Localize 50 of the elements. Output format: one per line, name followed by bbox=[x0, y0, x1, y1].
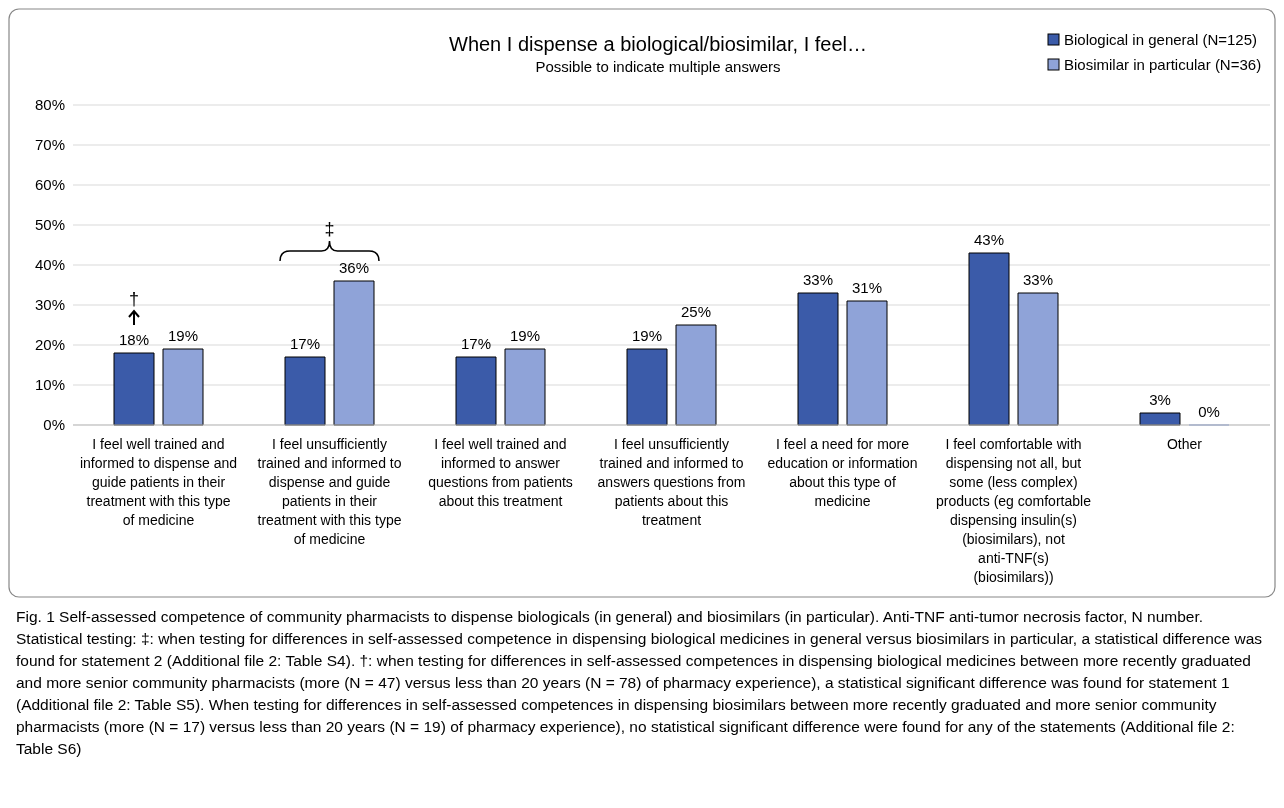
x-tick-label: I feel a need for more education or information about this type of medicine bbox=[767, 436, 918, 509]
annotation: † bbox=[128, 289, 140, 309]
data-label: 31% bbox=[851, 279, 883, 296]
bar bbox=[846, 300, 888, 426]
bar bbox=[1139, 412, 1181, 426]
legend-label: Biological in general (N=125) bbox=[1064, 31, 1258, 48]
y-tick-label: 60% bbox=[34, 176, 65, 193]
annotation: ‡ bbox=[324, 219, 335, 239]
x-tick-label: I feel unsufficiently trained and informed to answers questions from patients about this treatment bbox=[597, 436, 746, 528]
data-label: 17% bbox=[460, 335, 492, 352]
y-tick-label: 40% bbox=[34, 256, 65, 273]
data-label: 36% bbox=[338, 259, 370, 276]
caption: Fig. 1 Self-assessed competence of community pharmacists to dispense biologicals (in general) and biosimilars (in particular). Anti-TNF anti-tumor necrosis factor, N number. Statistical testing: ‡: when testing for differences in self-assessed competence in dispensing biological medicines in general versus biosimilars in particular, a statistical difference was found for statement 2 (Additional file 2: Table S4). †: when testing for differences in self-assessed competences in dispensing biological medicines between more recently graduated and more senior community pharmacists (more (N = 47) versus less than 20 years (N = 78) of pharmacy experience), a statistical significant difference was found for statement 1 (Additional file 2: Table S5). When testing for differences in self-assessed competences in dispensing biosimilars between more recently graduated and more senior community pharmacists (more (N = 17) versus less than 20 years (N = 19) of pharmacy experience), no statistical significant difference were found for any of the statements (Additional file 2: Table S6) bbox=[16, 607, 1264, 759]
y-tick-label: 80% bbox=[34, 96, 65, 113]
data-label: 19% bbox=[631, 327, 663, 344]
bar bbox=[797, 292, 839, 426]
data-label: 17% bbox=[289, 335, 321, 352]
chart-title: When I dispense a biological/biosimilar, I feel… bbox=[449, 33, 867, 55]
bar bbox=[455, 356, 497, 426]
bar bbox=[284, 356, 326, 426]
bar bbox=[675, 324, 717, 426]
bar bbox=[333, 280, 375, 426]
y-tick-label: 30% bbox=[34, 296, 65, 313]
y-tick-label: 10% bbox=[34, 376, 65, 393]
legend-label: Biosimilar in particular (N=36) bbox=[1064, 56, 1262, 73]
data-label: 18% bbox=[118, 331, 150, 348]
x-tick-label: I feel well trained and informed to answer questions from patients about this treatment bbox=[428, 436, 573, 509]
bar bbox=[1017, 292, 1059, 426]
y-tick-label: 20% bbox=[34, 336, 65, 353]
x-tick-label: I feel well trained and informed to dispense and guide patients in their treatment with this type of medicine bbox=[79, 436, 238, 528]
data-label: 33% bbox=[1022, 271, 1054, 288]
bar bbox=[162, 348, 204, 426]
bar bbox=[504, 348, 546, 426]
chart-subtitle: Possible to indicate multiple answers bbox=[535, 58, 781, 75]
data-label: 43% bbox=[973, 231, 1005, 248]
x-tick-label: I feel comfortable with dispensing not all, but some (less complex) products (eg comfortable dispensing insulin(s) (biosimilars), not anti-TNF(s) (biosimilars)) bbox=[936, 436, 1092, 585]
data-label: 3% bbox=[1149, 391, 1171, 408]
y-tick-label: 0% bbox=[43, 416, 65, 433]
data-label: 19% bbox=[509, 327, 541, 344]
data-label: 19% bbox=[167, 327, 199, 344]
data-label: 0% bbox=[1198, 403, 1220, 420]
bar bbox=[626, 348, 668, 426]
y-tick-label: 70% bbox=[34, 136, 65, 153]
bar bbox=[968, 252, 1010, 426]
x-tick-label: I feel unsufficiently trained and informed to dispense and guide patients in their treatment with this type of medicine bbox=[257, 436, 402, 547]
y-tick-label: 50% bbox=[34, 216, 65, 233]
data-label: 33% bbox=[802, 271, 834, 288]
bar bbox=[113, 352, 155, 426]
x-tick-label: Other bbox=[1166, 436, 1203, 452]
data-label: 25% bbox=[680, 303, 712, 320]
